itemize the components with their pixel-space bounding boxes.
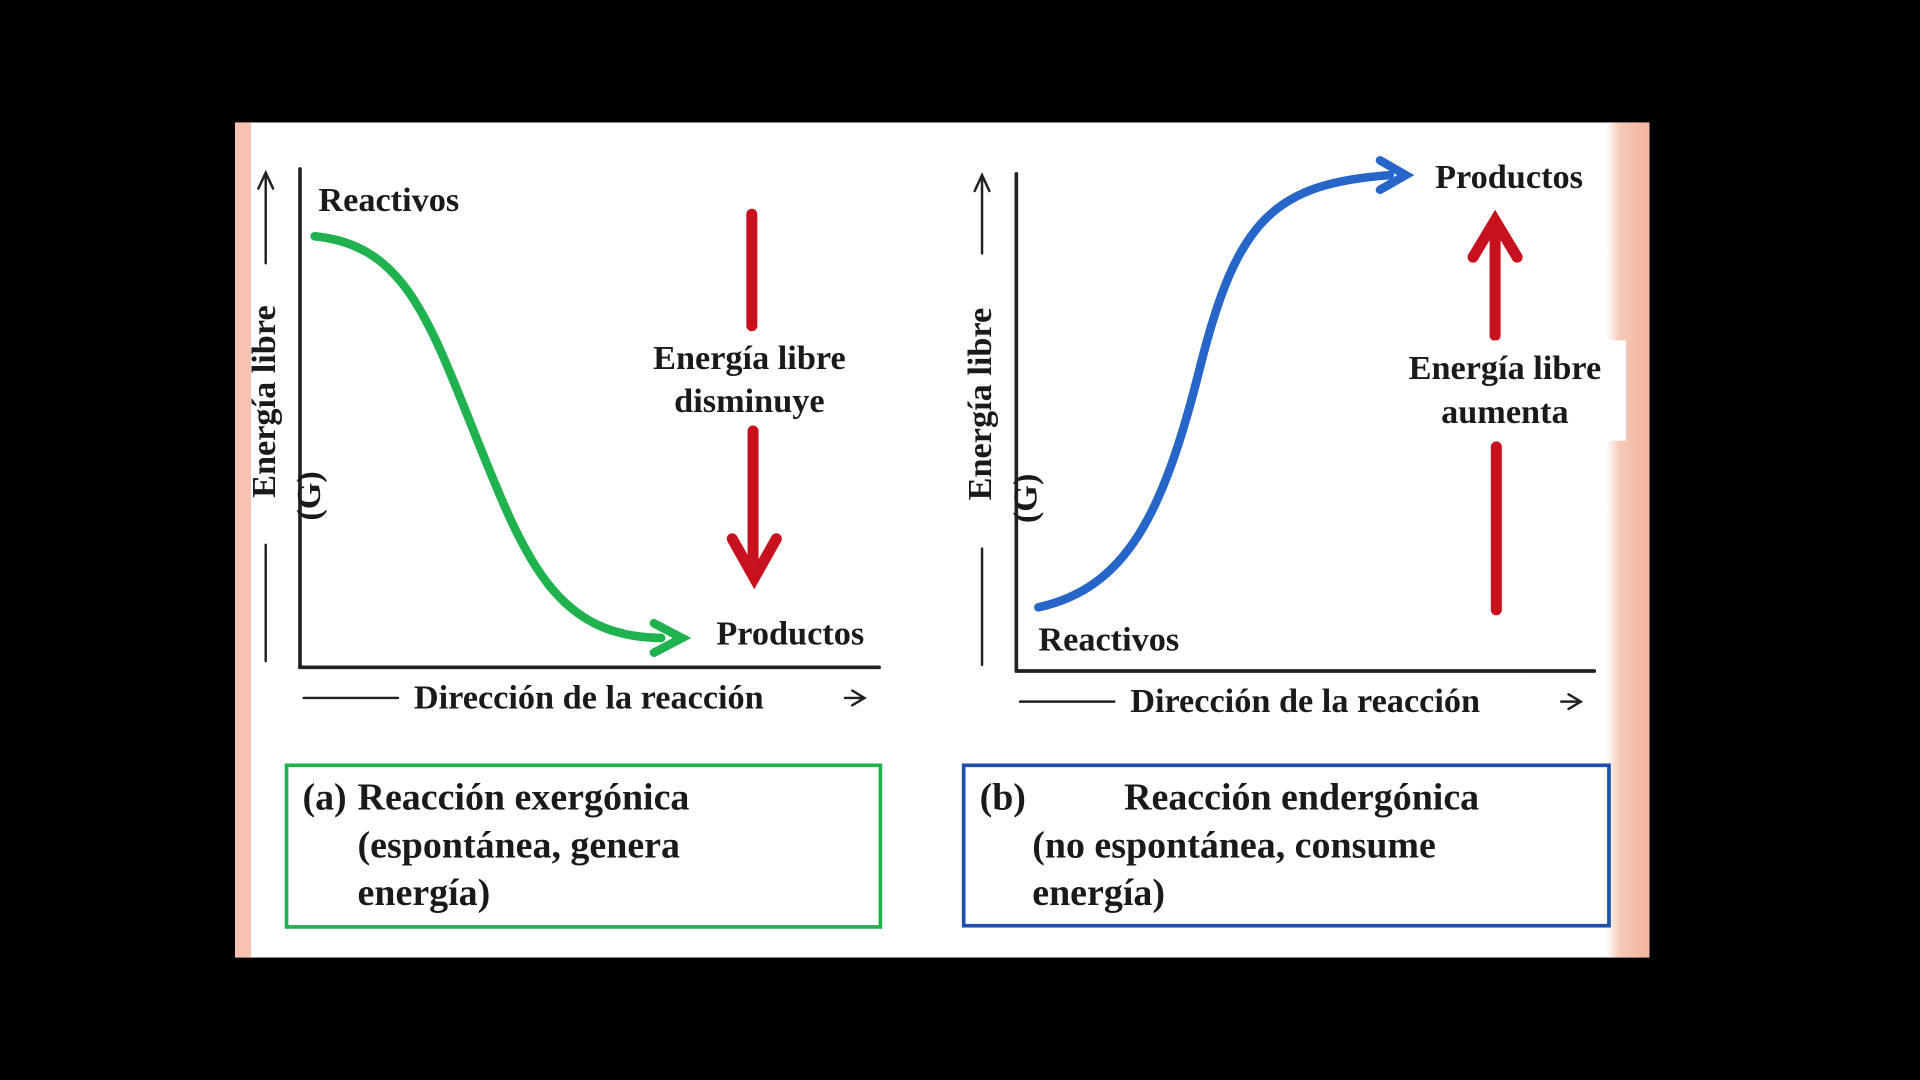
- caption-box: [284, 763, 883, 929]
- x-axis-label: Dirección de la reacción: [414, 678, 764, 716]
- curve-arrowhead: [1375, 156, 1415, 195]
- start-label: Reactivos: [1038, 621, 1179, 659]
- change-label: aumenta: [1441, 393, 1569, 431]
- caption-line: energía): [358, 872, 491, 914]
- energy-curve: [1034, 170, 1395, 612]
- end-label: Productos: [716, 615, 864, 653]
- change-arrowhead: [1467, 209, 1523, 263]
- panel-a: [257, 167, 882, 707]
- caption-line: Reacción exergónica: [358, 777, 690, 819]
- caption-box: [961, 763, 1611, 928]
- curve-arrowhead: [649, 618, 692, 657]
- y-direction-arrow: [257, 169, 275, 663]
- change-arrow: [746, 208, 759, 567]
- x-direction-arrow: [302, 689, 867, 707]
- x-axis-label: Dirección de la reacción: [1130, 682, 1480, 720]
- end-label: Productos: [1435, 158, 1583, 196]
- caption-line: energía): [1032, 872, 1165, 914]
- energy-curve: [310, 232, 666, 643]
- change-label: disminuye: [674, 382, 824, 420]
- left-stripe: [235, 122, 252, 958]
- slide-background: [235, 122, 1650, 958]
- caption-line: (espontánea, genera: [358, 824, 680, 866]
- right-stripe: [1606, 122, 1650, 958]
- x-direction-arrow: [1018, 693, 1584, 711]
- change-arrowhead: [726, 533, 782, 590]
- change-arrow: [1489, 227, 1502, 616]
- panel-b: [973, 156, 1597, 711]
- y-axis-symbol: (G): [1006, 474, 1044, 523]
- y-axis-symbol: (G): [290, 471, 328, 520]
- change-label: Energía libre: [653, 339, 846, 377]
- start-label: Reactivos: [318, 181, 459, 219]
- caption-tag: (b): [980, 777, 1026, 819]
- change-label: Energía libre: [1409, 349, 1602, 387]
- caption-tag: (a): [302, 777, 346, 819]
- caption-line: (no espontánea, consume: [1032, 824, 1436, 866]
- y-axis-label: Energía libre: [245, 305, 283, 498]
- label-background: [1377, 340, 1627, 441]
- y-axis-label: Energía libre: [961, 308, 999, 501]
- y-direction-arrow: [973, 172, 991, 667]
- caption-line: Reacción endergónica: [1124, 777, 1479, 819]
